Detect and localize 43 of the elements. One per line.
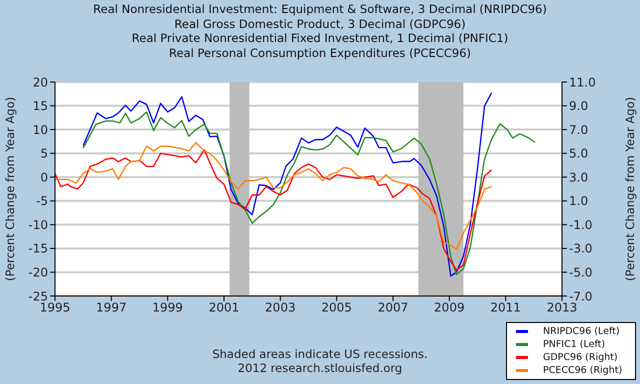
chart-title: Real Nonresidential Investment: Equipment & Software, 3 Decimal (NRIPDC96) Real Gross Domestic Product, 3 Decimal (GDPC96) Real Private Nonresidential Fixed Investment, 1 Decimal (PNFIC1) Real Personal Consumption Expenditures (PCECC96) xyxy=(92,2,548,60)
y2-tick-label: 3.0 xyxy=(569,170,588,184)
y-tick-label: -10 xyxy=(28,218,48,232)
y-tick-label: -5 xyxy=(36,194,48,208)
y-tick-label: 10 xyxy=(32,122,48,137)
y-tick-label: -25 xyxy=(28,289,48,304)
x-tick-label: 2003 xyxy=(265,300,296,315)
text: Shaded areas indicate US recessions. xyxy=(212,347,428,361)
x-tick-label: 2001 xyxy=(208,300,240,315)
legend-label: PNFIC1 (Left) xyxy=(543,339,606,350)
line-series xyxy=(55,142,492,250)
y2-tick-label: -7.0 xyxy=(569,289,592,304)
legend-label: GDPC96 (Right) xyxy=(543,352,618,363)
y2-axis-title: (Percent Change from Year Ago) xyxy=(623,96,638,282)
line-series xyxy=(55,149,492,270)
y2-tick-label: 11.0 xyxy=(569,75,596,90)
x-tick-label: 2007 xyxy=(378,300,408,315)
y2-tick-label: -5.0 xyxy=(569,265,592,280)
y2-tick-label: 7.0 xyxy=(569,122,588,137)
y-tick-label: 5 xyxy=(40,146,48,161)
x-tick-label: 2013 xyxy=(546,300,578,315)
y2-tick-label: 1.0 xyxy=(569,194,588,208)
x-tick-label: 2005 xyxy=(321,300,352,315)
y2-tick-label: -3.0 xyxy=(569,242,592,256)
y-tick-label: -20 xyxy=(28,265,48,280)
y2-tick-label: -1.0 xyxy=(569,218,592,232)
y2-tick-label: 9.0 xyxy=(569,99,588,114)
y-tick-label: 15 xyxy=(32,99,48,114)
legend-label: NRIPDC96 (Left) xyxy=(543,326,620,337)
text: 2012 research.stlouisfed.org xyxy=(238,361,402,375)
y-tick-label: -15 xyxy=(28,242,48,256)
line-series xyxy=(82,92,492,277)
x-tick-label: 2009 xyxy=(434,300,465,315)
y-tick-label: 0 xyxy=(40,170,48,184)
line-series xyxy=(82,111,536,276)
y2-tick-label: 5.0 xyxy=(569,146,588,161)
x-tick-label: 2011 xyxy=(490,300,521,315)
y-axis-title: (Percent Change from Year Ago) xyxy=(3,96,18,282)
x-tick-label: 1997 xyxy=(96,300,127,315)
y-tick-label: 20 xyxy=(32,75,48,90)
x-tick-label: 1999 xyxy=(152,300,183,315)
x-tick-label: 1995 xyxy=(40,300,70,315)
legend-label: PCECC96 (Right) xyxy=(543,365,622,376)
